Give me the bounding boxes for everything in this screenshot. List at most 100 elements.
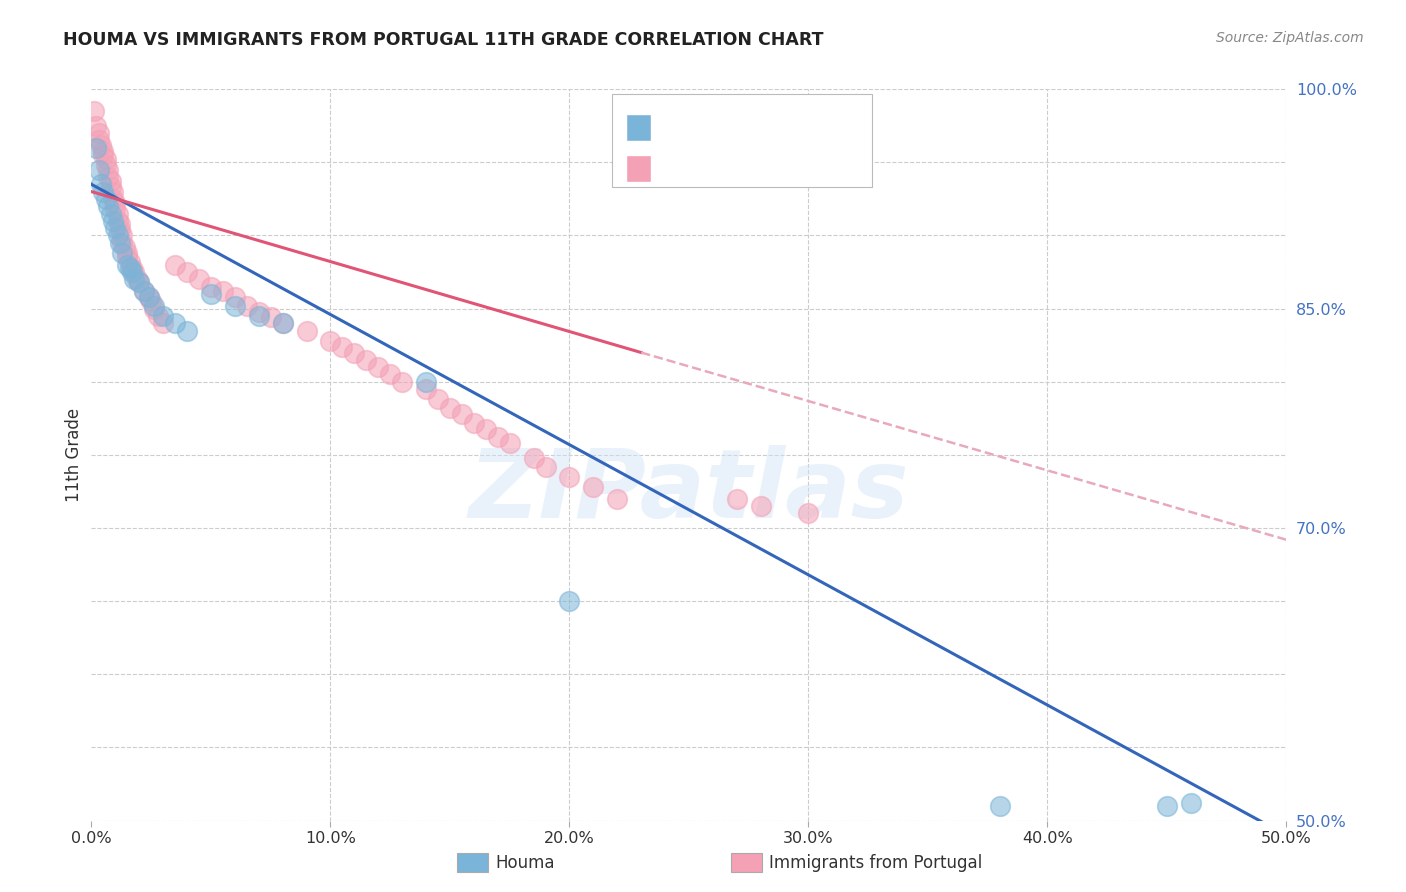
Text: R = -0.349   N = 73: R = -0.349 N = 73 [662, 161, 820, 176]
Point [125, 272, 148, 286]
Point [426, 392, 449, 407]
Point [378, 368, 402, 382]
Point [104, 196, 127, 211]
Point [463, 416, 485, 430]
Point [118, 255, 141, 269]
Point [138, 290, 160, 304]
Point [121, 260, 143, 275]
Point [523, 450, 546, 465]
Point [107, 214, 129, 228]
Point [97, 199, 120, 213]
Point [104, 221, 127, 235]
Point [111, 235, 134, 250]
Point [90, 137, 112, 152]
Point [107, 228, 129, 243]
Point [142, 299, 165, 313]
Point [115, 258, 138, 272]
Point [104, 202, 127, 216]
Point [797, 507, 820, 521]
Point [1180, 796, 1202, 810]
Point [271, 316, 294, 330]
Point [319, 334, 342, 348]
Text: HOUMA VS IMMIGRANTS FROM PORTUGAL 11TH GRADE CORRELATION CHART: HOUMA VS IMMIGRANTS FROM PORTUGAL 11TH G… [63, 31, 824, 49]
Point [83, 104, 105, 119]
Point [367, 360, 389, 375]
Point [93, 148, 114, 162]
Point [124, 265, 146, 279]
Point [111, 246, 134, 260]
Point [271, 316, 294, 330]
Point [87, 133, 110, 147]
Point [152, 316, 174, 330]
Point [115, 251, 138, 265]
Point [725, 491, 748, 506]
Point [200, 287, 222, 301]
Point [200, 279, 222, 293]
Point [486, 430, 509, 444]
Point [558, 470, 581, 484]
Point [100, 206, 122, 220]
Point [606, 491, 628, 506]
Point [108, 217, 131, 231]
Point [439, 401, 461, 416]
Point [163, 316, 186, 330]
Point [90, 178, 112, 192]
Point [107, 206, 129, 220]
Point [749, 499, 772, 513]
Point [138, 290, 160, 304]
Point [87, 162, 110, 177]
Point [101, 185, 124, 199]
Point [128, 275, 150, 289]
Point [97, 169, 120, 184]
Point [97, 162, 120, 177]
Point [87, 126, 110, 140]
Text: R = -0.820   N = 31: R = -0.820 N = 31 [662, 120, 820, 135]
Point [94, 192, 117, 206]
Point [235, 299, 259, 313]
Point [152, 309, 174, 323]
Point [474, 421, 498, 435]
Point [534, 459, 557, 474]
Point [163, 258, 186, 272]
Point [211, 284, 233, 298]
Point [558, 594, 581, 608]
Point [101, 214, 124, 228]
Point [187, 272, 211, 286]
Point [100, 174, 122, 188]
Point [128, 275, 150, 289]
Point [354, 352, 377, 367]
Point [176, 324, 198, 338]
Point [141, 294, 162, 309]
Point [1156, 799, 1178, 814]
Point [100, 180, 122, 194]
Point [84, 119, 107, 133]
Point [132, 284, 155, 298]
Point [224, 290, 246, 304]
Text: Source: ZipAtlas.com: Source: ZipAtlas.com [1216, 31, 1364, 45]
Point [247, 304, 270, 318]
Point [391, 375, 413, 389]
Point [115, 246, 138, 260]
Point [94, 158, 117, 172]
Text: Houma: Houma [495, 854, 554, 871]
Point [415, 382, 437, 396]
Text: Immigrants from Portugal: Immigrants from Portugal [769, 854, 983, 871]
Point [124, 272, 146, 286]
Point [224, 299, 246, 313]
Point [582, 480, 605, 494]
Point [108, 222, 131, 236]
Point [498, 436, 520, 450]
Point [295, 324, 318, 338]
Point [142, 301, 165, 316]
Point [101, 192, 124, 206]
Point [93, 144, 114, 158]
Point [247, 309, 270, 323]
Point [259, 310, 281, 325]
Point [111, 228, 134, 243]
Point [84, 141, 107, 155]
Point [108, 235, 131, 250]
Point [121, 265, 143, 279]
Point [988, 799, 1011, 814]
Point [450, 407, 472, 421]
Point [118, 260, 141, 275]
